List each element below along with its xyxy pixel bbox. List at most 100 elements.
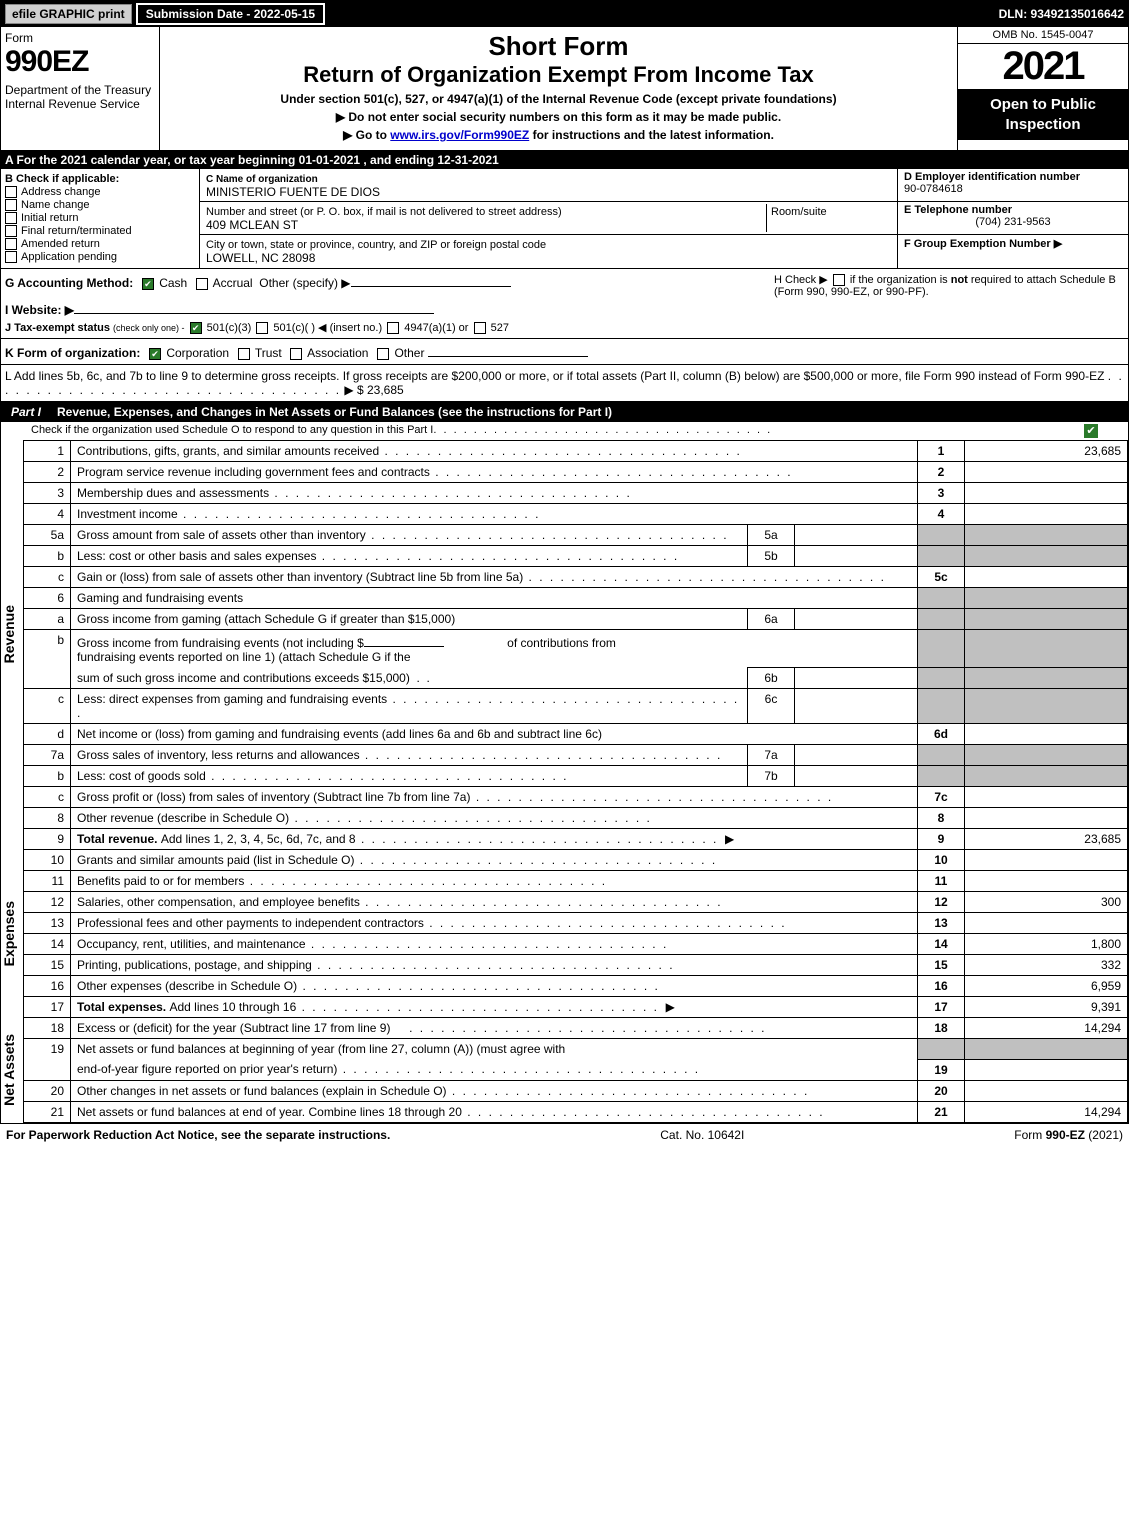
table-row: Revenue 1 Contributions, gifts, grants, … xyxy=(1,441,1128,462)
schedule-o-checkbox[interactable]: ✔ xyxy=(1084,424,1098,438)
org-name-box: C Name of organization MINISTERIO FUENTE… xyxy=(200,169,897,202)
website-input[interactable] xyxy=(74,300,434,314)
line-desc: Excess or (deficit) for the year (Subtra… xyxy=(71,1018,918,1039)
line-value xyxy=(965,808,1128,829)
table-row: sum of such gross income and contributio… xyxy=(1,668,1128,689)
assoc-label: Association xyxy=(307,346,368,360)
city-state-zip: LOWELL, NC 28098 xyxy=(206,251,315,265)
cb-amended-return[interactable]: Amended return xyxy=(5,238,195,250)
line-value xyxy=(965,787,1128,808)
efile-print-button[interactable]: efile GRAPHIC print xyxy=(5,4,132,24)
part-i-title: Revenue, Expenses, and Changes in Net As… xyxy=(51,403,1128,421)
line-value xyxy=(965,504,1128,525)
line-k: K Form of organization: Corporation Trus… xyxy=(1,338,1128,364)
line-desc: Total revenue. Add lines 1, 2, 3, 4, 5c,… xyxy=(71,829,918,850)
line-num-right: 5c xyxy=(918,567,965,588)
schedule-o-check-text: Check if the organization used Schedule … xyxy=(31,424,433,438)
sub-line-num: 6b xyxy=(748,668,795,689)
form-container: efile GRAPHIC print Submission Date - 20… xyxy=(0,0,1129,1124)
table-row: c Less: direct expenses from gaming and … xyxy=(1,689,1128,724)
line-num: 21 xyxy=(24,1101,71,1122)
sub-line-num: 6c xyxy=(748,689,795,724)
other-input[interactable] xyxy=(351,273,511,287)
table-row: 21 Net assets or fund balances at end of… xyxy=(1,1101,1128,1122)
line-num: c xyxy=(24,787,71,808)
table-row: 12 Salaries, other compensation, and emp… xyxy=(1,892,1128,913)
table-row: a Gross income from gaming (attach Sched… xyxy=(1,609,1128,630)
sub-line-value xyxy=(795,546,918,567)
line-num-right: 2 xyxy=(918,462,965,483)
line-desc: Program service revenue including govern… xyxy=(71,462,918,483)
line-desc: Contributions, gifts, grants, and simila… xyxy=(71,441,918,462)
accrual-checkbox[interactable] xyxy=(196,278,208,290)
line-l: L Add lines 5b, 6c, and 7b to line 9 to … xyxy=(1,364,1128,401)
line-desc: Less: direct expenses from gaming and fu… xyxy=(71,689,748,724)
table-row: Expenses 10 Grants and similar amounts p… xyxy=(1,850,1128,871)
line-g: G Accounting Method: Cash Accrual Other … xyxy=(5,273,764,334)
d-header: D Employer identification number xyxy=(904,171,1080,183)
501c3-checkbox[interactable] xyxy=(190,322,202,334)
line-num: 7a xyxy=(24,745,71,766)
line-num-right: 3 xyxy=(918,483,965,504)
other-org-input[interactable] xyxy=(428,343,588,357)
gray-cell xyxy=(965,689,1128,724)
line-value xyxy=(965,1059,1128,1080)
table-row: 15 Printing, publications, postage, and … xyxy=(1,955,1128,976)
line-num: 10 xyxy=(24,850,71,871)
header-center: Short Form Return of Organization Exempt… xyxy=(160,27,957,150)
cb-application-pending[interactable]: Application pending xyxy=(5,251,195,263)
line-value xyxy=(965,462,1128,483)
sections-b-to-f: B Check if applicable: Address change Na… xyxy=(1,169,1128,268)
501c-checkbox[interactable] xyxy=(256,322,268,334)
line-num: 1 xyxy=(24,441,71,462)
paperwork-notice: For Paperwork Reduction Act Notice, see … xyxy=(6,1128,390,1142)
527-checkbox[interactable] xyxy=(474,322,486,334)
table-row: 2 Program service revenue including gove… xyxy=(1,462,1128,483)
net-assets-side-label: Net Assets xyxy=(1,1018,24,1123)
line-value: 14,294 xyxy=(965,1101,1128,1122)
insert-no: ◀ (insert no.) xyxy=(318,322,382,334)
line-desc: Grants and similar amounts paid (list in… xyxy=(71,850,918,871)
ein-value: 90-0784618 xyxy=(904,183,963,195)
h-checkbox[interactable] xyxy=(833,274,845,286)
assoc-checkbox[interactable] xyxy=(290,348,302,360)
irs-link[interactable]: www.irs.gov/Form990EZ xyxy=(390,128,529,142)
line-value: 300 xyxy=(965,892,1128,913)
checkbox-icon xyxy=(5,186,17,198)
trust-checkbox[interactable] xyxy=(238,348,250,360)
cb-name-change[interactable]: Name change xyxy=(5,199,195,211)
line-num-right: 8 xyxy=(918,808,965,829)
line-desc: Less: cost or other basis and sales expe… xyxy=(71,546,748,567)
line-num: 5a xyxy=(24,525,71,546)
other-label: Other (specify) ▶ xyxy=(259,276,350,290)
cb-final-return[interactable]: Final return/terminated xyxy=(5,225,195,237)
cb-address-change[interactable]: Address change xyxy=(5,186,195,198)
line-value: 1,800 xyxy=(965,934,1128,955)
org-name: MINISTERIO FUENTE DE DIOS xyxy=(206,185,380,199)
other-org-checkbox[interactable] xyxy=(377,348,389,360)
revenue-side-label: Revenue xyxy=(1,441,24,829)
f-header: F Group Exemption Number ▶ xyxy=(904,238,1062,250)
corp-checkbox[interactable] xyxy=(149,348,161,360)
table-row: 9 Total revenue. Add lines 1, 2, 3, 4, 5… xyxy=(1,829,1128,850)
phone-box: E Telephone number (704) 231-9563 xyxy=(898,202,1128,235)
line-num: b xyxy=(24,630,71,689)
line-desc: Printing, publications, postage, and shi… xyxy=(71,955,918,976)
sub-line-num: 5a xyxy=(748,525,795,546)
cb-initial-return[interactable]: Initial return xyxy=(5,212,195,224)
4947-checkbox[interactable] xyxy=(387,322,399,334)
other-org-label: Other xyxy=(394,346,424,360)
line-num: c xyxy=(24,689,71,724)
sub-line-value xyxy=(795,766,918,787)
line-num-right: 7c xyxy=(918,787,965,808)
cash-checkbox[interactable] xyxy=(142,278,154,290)
line-desc: Investment income xyxy=(71,504,918,525)
table-row: 11 Benefits paid to or for members 11 xyxy=(1,871,1128,892)
line-desc: Occupancy, rent, utilities, and maintena… xyxy=(71,934,918,955)
dln-label: DLN: 93492135016642 xyxy=(999,7,1124,21)
501c-label: 501(c)( ) xyxy=(273,322,315,334)
j-sub: (check only one) - xyxy=(113,323,185,333)
line-desc: Salaries, other compensation, and employ… xyxy=(71,892,918,913)
line-value: 23,685 xyxy=(965,441,1128,462)
omb-number: OMB No. 1545-0047 xyxy=(958,27,1128,44)
